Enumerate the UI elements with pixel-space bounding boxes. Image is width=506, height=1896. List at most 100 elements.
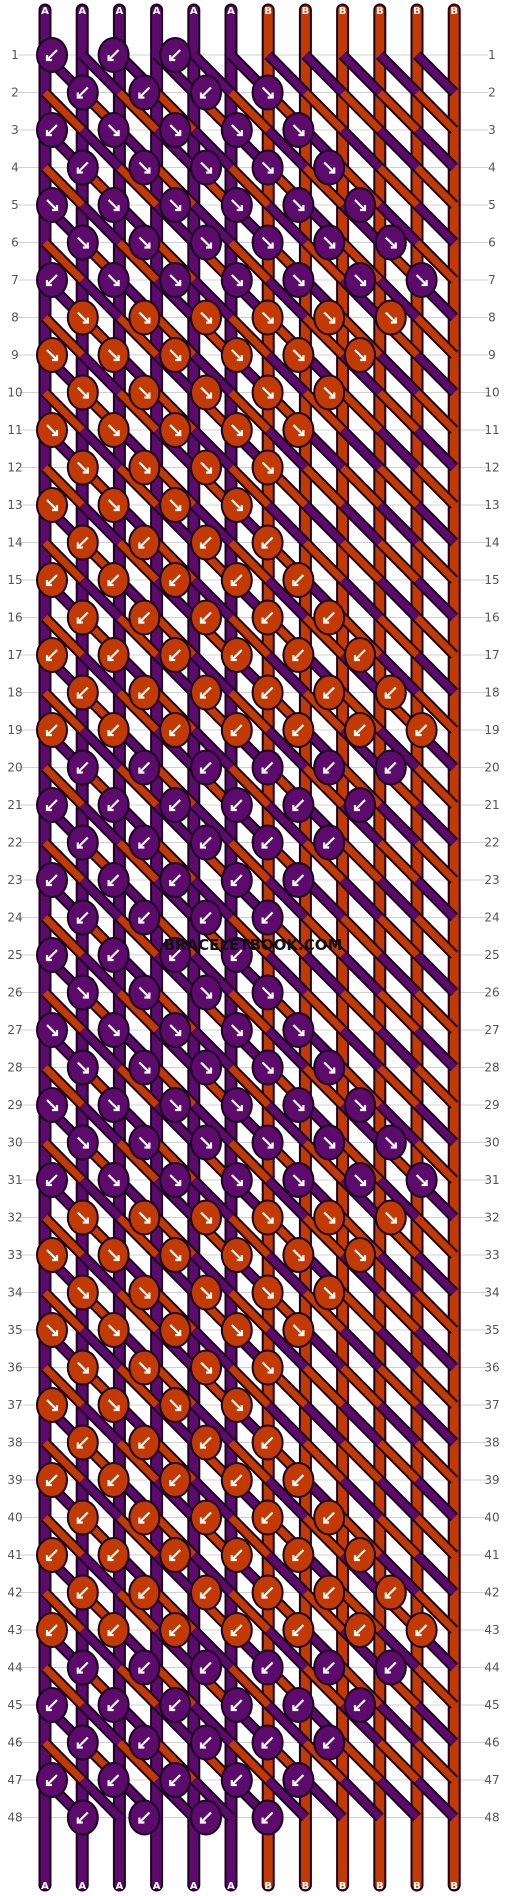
knot: [128, 374, 161, 411]
arrow-head: [384, 692, 391, 699]
arrow-head: [45, 280, 52, 287]
thread-diagonal: [116, 915, 160, 958]
knot: [282, 862, 315, 898]
thread-diagonal: [265, 577, 308, 620]
arrow-head: [329, 1217, 336, 1224]
thread-diagonal: [302, 915, 346, 958]
arrow-head: [107, 880, 114, 887]
thread-diagonal: [228, 165, 271, 208]
knot-direction-arrow: [231, 874, 243, 886]
knot: [66, 1424, 99, 1461]
knot-direction-arrow: [231, 574, 243, 586]
arrow-head: [292, 1480, 299, 1487]
thread-diagonal: [79, 1702, 122, 1745]
knot-direction-arrow: [107, 424, 120, 436]
knot-direction-arrow: [231, 274, 243, 286]
knot-direction-arrow: [169, 274, 181, 286]
knot-direction-arrow: [46, 1624, 58, 1636]
strand-label-bottom: A: [190, 1881, 198, 1892]
row-number-right: 45: [484, 1698, 499, 1712]
row-number-right: 40: [484, 1511, 499, 1525]
thread-diagonal: [414, 1327, 457, 1370]
arrow-head: [45, 955, 52, 962]
knot-direction-arrow: [261, 1286, 274, 1299]
thread-diagonal: [116, 1590, 160, 1633]
thread-diagonal: [377, 1177, 420, 1220]
knot: [66, 1724, 99, 1761]
knot-direction-arrow: [292, 1624, 305, 1636]
thread-diagonal: [414, 877, 457, 920]
knot-direction-arrow: [200, 986, 212, 999]
knot: [220, 937, 253, 973]
thread-diagonal: [42, 615, 85, 658]
arrow-head: [292, 730, 299, 737]
knot-direction-arrow: [107, 724, 120, 736]
thread-diagonal: [340, 1777, 383, 1820]
arrow-head: [107, 580, 114, 587]
arrow-head: [298, 1330, 305, 1337]
thread-diagonal: [377, 1777, 420, 1820]
knot: [251, 1799, 284, 1836]
arrow-head: [113, 430, 120, 437]
arrow-head: [230, 880, 237, 887]
thread-diagonal: [116, 690, 160, 733]
thread-diagonal: [42, 1140, 85, 1183]
knot: [313, 1049, 346, 1086]
knot: [66, 1649, 99, 1686]
arrow-head: [267, 392, 274, 399]
knot: [251, 1574, 284, 1611]
knot-direction-arrow: [292, 574, 305, 586]
arrow-head: [261, 1667, 268, 1674]
thread-diagonal: [265, 1702, 308, 1745]
thread-diagonal: [302, 952, 346, 995]
knot: [97, 1762, 130, 1798]
row-number-left: 5: [11, 198, 19, 212]
thread-diagonal: [228, 915, 271, 958]
arrow-head: [52, 1330, 59, 1337]
thread-diagonal: [228, 1665, 271, 1708]
row-number-left: 24: [7, 911, 22, 925]
knot: [220, 337, 253, 373]
row-number-left: 37: [7, 1398, 22, 1412]
arrow-head: [76, 617, 83, 624]
strand-label-top: B: [450, 6, 458, 17]
knot-direction-arrow: [138, 311, 151, 324]
knot-direction-arrow: [200, 1586, 212, 1599]
strand-label-top: B: [339, 6, 347, 17]
arrow-head: [353, 1705, 360, 1712]
arrow-head: [52, 205, 59, 212]
thread-diagonal: [414, 465, 457, 508]
knot: [344, 1162, 376, 1198]
thread-diagonal: [377, 277, 420, 320]
thread-diagonal: [340, 502, 383, 545]
knot-direction-arrow: [292, 1024, 305, 1036]
thread-diagonal: [265, 1252, 308, 1295]
thread-diagonal: [116, 1290, 160, 1333]
thread-diagonal: [340, 952, 383, 995]
arrow-head: [292, 880, 299, 887]
strand-label-top: B: [413, 6, 421, 17]
arrow-head: [206, 242, 213, 249]
knot-direction-arrow: [107, 274, 120, 286]
row-number-left: 20: [7, 761, 22, 775]
row-number-right: 7: [488, 273, 496, 287]
row-number-right: 5: [488, 198, 496, 212]
row-number-right: 1: [488, 48, 496, 62]
thread-diagonal: [302, 1590, 346, 1633]
knot: [97, 37, 130, 73]
thread-diagonal: [302, 765, 346, 808]
arrow-head: [206, 1292, 213, 1299]
knot: [251, 1199, 284, 1236]
knot: [344, 262, 376, 298]
knot-direction-arrow: [323, 1211, 335, 1224]
row-number-left: 18: [7, 686, 22, 700]
knot: [282, 337, 315, 373]
knot-direction-arrow: [107, 1099, 120, 1111]
row-number-left: 19: [7, 723, 22, 737]
arrow-head: [107, 1555, 114, 1562]
knot-direction-arrow: [200, 1286, 212, 1299]
thread-diagonal: [79, 127, 122, 170]
row-number-left: 27: [7, 1023, 22, 1037]
arrow-head: [261, 692, 268, 699]
knot: [36, 862, 68, 898]
